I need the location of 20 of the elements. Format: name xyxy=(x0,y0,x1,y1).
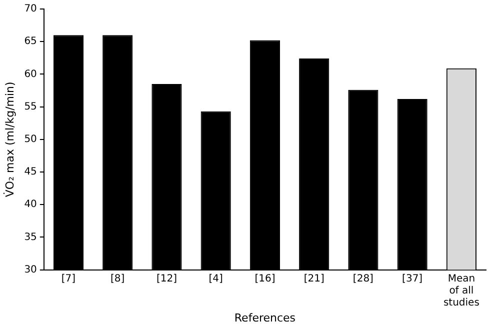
y-tick-label: 30 xyxy=(24,264,37,276)
y-tick-label: 60 xyxy=(24,68,37,80)
y-tick-label: 50 xyxy=(24,134,37,145)
x-tick-label: [37] xyxy=(402,273,423,284)
x-tick-label: [4] xyxy=(208,273,224,284)
x-tick-label: [8] xyxy=(110,273,125,284)
y-axis-title: V̇O₂ max (ml/kg/min) xyxy=(2,82,16,198)
x-tick-label: [28] xyxy=(352,273,374,284)
y-tick-label: 55 xyxy=(24,101,37,112)
x-tick-label: Mean of all studies xyxy=(443,273,480,308)
y-tick-label: 65 xyxy=(24,36,37,48)
x-axis-title: References xyxy=(234,311,296,324)
y-tick-label: 40 xyxy=(24,199,37,210)
y-tick-label: 35 xyxy=(24,232,37,243)
x-tick-label: [7] xyxy=(61,273,76,284)
y-tick-label: 70 xyxy=(24,4,37,15)
x-tick-label: [21] xyxy=(304,273,324,284)
x-tick-label: [16] xyxy=(254,273,276,284)
x-tick-label: [12] xyxy=(156,273,178,284)
y-tick-label: 45 xyxy=(24,166,37,178)
